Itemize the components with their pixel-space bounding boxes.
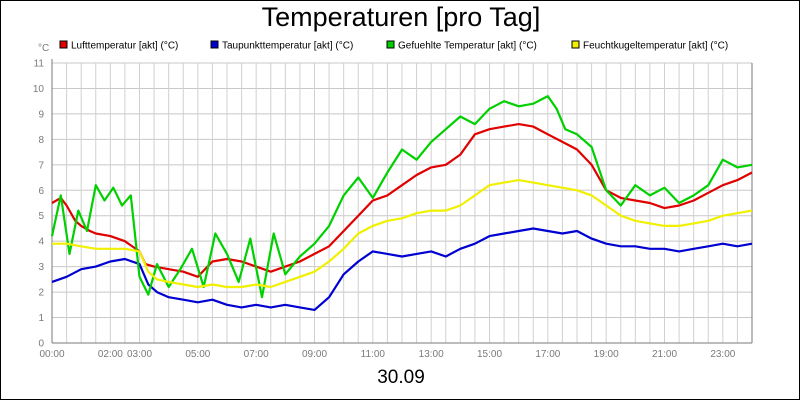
y-tick-label: 10 bbox=[33, 84, 45, 95]
data-series bbox=[50, 94, 753, 311]
legend-swatch-2 bbox=[210, 40, 219, 49]
y-tick-label: 3 bbox=[38, 262, 44, 273]
y-tick-label: 5 bbox=[38, 211, 44, 222]
x-tick-label: 05:00 bbox=[185, 349, 210, 360]
legend-label-3: Gefuehlte Temperatur [akt] (°C) bbox=[398, 41, 537, 52]
legend-label-4: Feuchtkugeltemperatur [akt] (°C) bbox=[583, 41, 728, 52]
x-tick-label: 09:00 bbox=[302, 349, 327, 360]
y-tick-label: 11 bbox=[34, 59, 45, 70]
y-axis-unit-label: °C bbox=[38, 43, 49, 54]
axes bbox=[51, 59, 753, 344]
y-tick-label: 1 bbox=[38, 313, 44, 324]
legend-swatch-4 bbox=[571, 40, 580, 49]
x-tick-label: 07:00 bbox=[244, 349, 269, 360]
y-tick-label: 9 bbox=[38, 109, 44, 120]
x-tick-label: 00:00 bbox=[39, 349, 64, 360]
y-tick-label: 6 bbox=[38, 186, 44, 197]
x-tick-label: 15:00 bbox=[477, 349, 502, 360]
x-axis-date-label: 30.09 bbox=[377, 367, 425, 388]
legend-label-1: Lufttemperatur [akt] (°C) bbox=[71, 41, 178, 52]
chart-title: Temperaturen [pro Tag] bbox=[261, 2, 541, 32]
x-tick-label: 13:00 bbox=[419, 349, 444, 360]
y-tick-label: 8 bbox=[38, 135, 44, 146]
x-tick-label: 21:00 bbox=[652, 349, 677, 360]
x-tick-label: 03:00 bbox=[127, 349, 152, 360]
y-tick-label: 7 bbox=[38, 160, 44, 171]
legend: Lufttemperatur [akt] (°C) Taupunkttempera… bbox=[59, 40, 728, 52]
y-tick-label: 4 bbox=[38, 237, 44, 248]
legend-swatch-3 bbox=[386, 40, 395, 49]
tick-labels: 0 1 2 3 4 5 6 7 8 9 10 11 00:00 02:00 03:00 05:00 07:00 0… bbox=[33, 59, 736, 361]
x-tick-label: 11:00 bbox=[361, 349, 386, 360]
x-tick-label: 17:00 bbox=[535, 349, 560, 360]
series-line-3 bbox=[50, 94, 753, 299]
series-line-2 bbox=[51, 227, 753, 311]
x-tick-label: 23:00 bbox=[710, 349, 735, 360]
x-tick-label: 02:00 bbox=[98, 349, 123, 360]
legend-label-2: Taupunkttemperatur [akt] (°C) bbox=[222, 41, 353, 52]
y-tick-label: 0 bbox=[38, 339, 44, 350]
y-tick-label: 2 bbox=[38, 288, 44, 299]
grid-lines bbox=[51, 62, 753, 344]
series-line-4 bbox=[52, 179, 753, 289]
x-tick-label: 19:00 bbox=[594, 349, 619, 360]
legend-swatch-1 bbox=[59, 40, 68, 49]
